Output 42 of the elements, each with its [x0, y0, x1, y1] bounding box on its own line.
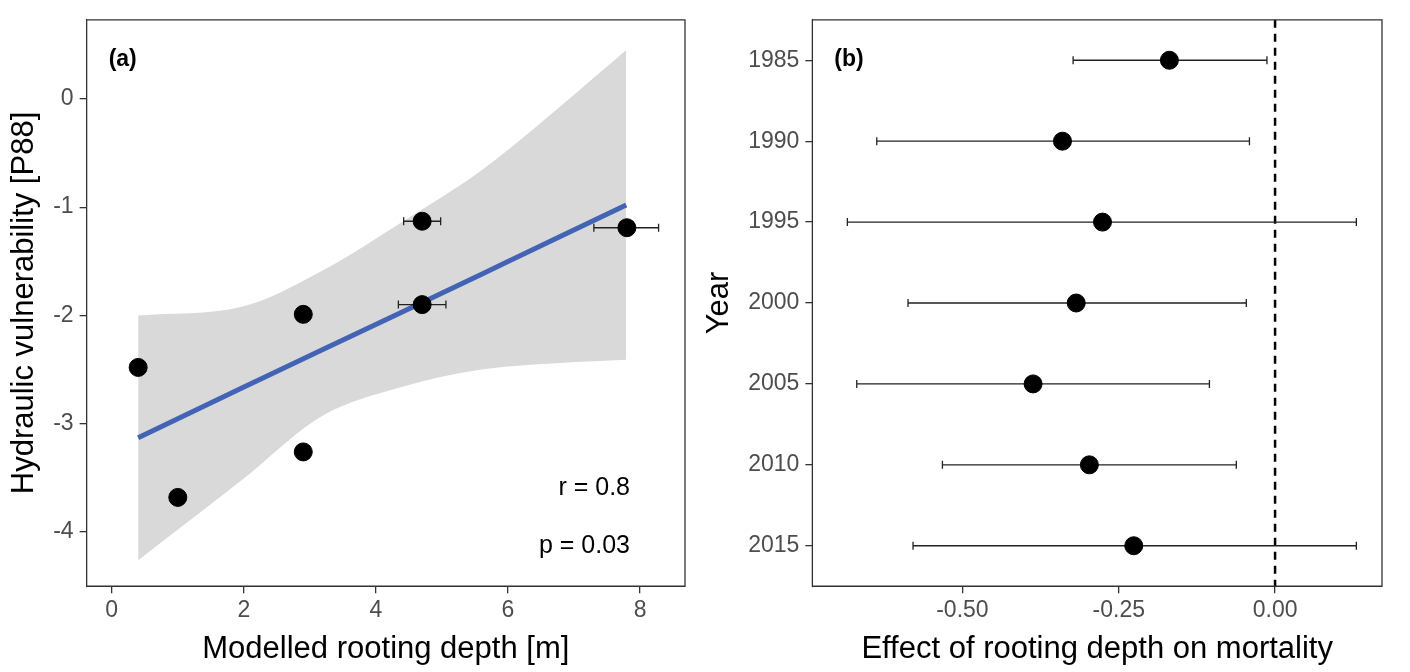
y-tick-label: 1995	[748, 207, 800, 234]
y-tick-label: -3	[53, 409, 74, 436]
point	[293, 304, 313, 324]
point	[1023, 374, 1043, 394]
x-tick-label: 0.00	[1252, 596, 1298, 623]
point	[128, 357, 148, 377]
x-axis-title: Effect of rooting depth on mortality	[861, 629, 1334, 665]
point	[1159, 50, 1179, 70]
annotation: (a)	[108, 45, 137, 72]
annotation: r = 0.8	[558, 472, 630, 501]
point	[1052, 131, 1072, 151]
point	[1124, 536, 1144, 556]
annotation: (b)	[834, 45, 864, 72]
y-tick-label: -2	[53, 300, 74, 327]
y-tick-label: -4	[53, 517, 74, 544]
annotation: p = 0.03	[538, 530, 630, 559]
y-tick-label: 2015	[748, 531, 800, 558]
y-tick-label: -1	[53, 192, 74, 219]
y-tick-label: 2010	[748, 450, 800, 477]
y-axis-title: Year	[700, 271, 736, 335]
x-tick-label: 4	[369, 596, 383, 623]
point	[412, 211, 432, 231]
point	[293, 442, 313, 462]
point	[1093, 212, 1112, 232]
point	[412, 295, 432, 315]
x-tick-label: 6	[501, 596, 515, 623]
x-tick-label: 0	[105, 596, 119, 623]
point	[1079, 455, 1099, 475]
y-axis-title: Hydraulic vulnerability [P88]	[5, 111, 41, 495]
x-tick-label: -0.50	[936, 596, 989, 623]
y-tick-label: 0	[60, 84, 74, 111]
x-tick-label: 8	[633, 596, 647, 623]
point	[1066, 293, 1086, 313]
y-tick-label: 2005	[748, 369, 800, 396]
x-axis-title: Modelled rooting depth [m]	[202, 629, 570, 665]
point	[617, 218, 637, 238]
y-tick-label: 1985	[748, 45, 800, 72]
y-tick-label: 1990	[748, 126, 800, 153]
point	[168, 487, 188, 507]
x-tick-label: 2	[237, 596, 251, 623]
x-tick-label: -0.25	[1092, 596, 1145, 623]
y-tick-label: 2000	[748, 288, 800, 315]
